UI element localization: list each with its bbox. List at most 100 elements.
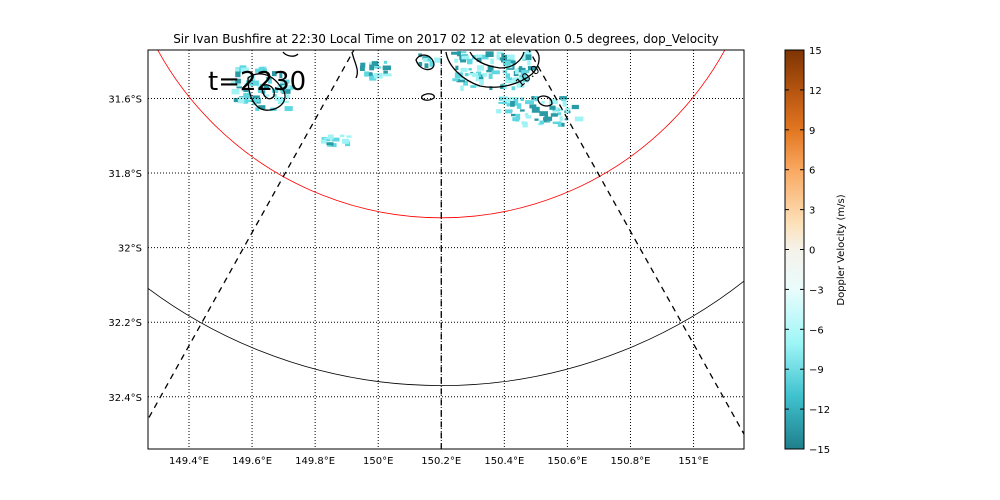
velocity-cell	[527, 66, 537, 71]
velocity-cell	[328, 143, 335, 147]
velocity-cell	[342, 138, 350, 144]
colorbar-tick-label: −3	[809, 285, 824, 296]
velocity-cell	[283, 79, 290, 84]
velocity-cell	[281, 89, 291, 94]
velocity-cell	[571, 104, 579, 110]
velocity-cell	[460, 67, 468, 72]
velocity-cell	[502, 70, 508, 74]
velocity-cell	[364, 71, 369, 77]
velocity-cell	[475, 54, 483, 58]
velocity-cell	[557, 108, 564, 112]
velocity-cell	[506, 60, 516, 65]
velocity-cell	[557, 121, 562, 127]
velocity-cell	[541, 100, 545, 104]
velocity-cell	[383, 70, 388, 74]
velocity-cell	[230, 81, 238, 85]
time-annotation: t=2230	[208, 67, 306, 97]
velocity-cell	[371, 61, 379, 66]
contour-line	[469, 51, 525, 69]
y-tick-label: 31.6°S	[108, 94, 142, 105]
x-axis-ticks: 149.4°E 149.6°E 149.8°E 150°E 150.2°E 150.4°E…	[169, 456, 709, 467]
velocity-cell	[505, 109, 513, 114]
velocity-cell	[562, 100, 567, 106]
velocity-cell	[260, 67, 267, 71]
contour-line	[247, 73, 286, 111]
velocity-cell	[418, 62, 423, 67]
velocity-cell	[511, 86, 516, 91]
x-tick-label: 149.6°E	[232, 456, 272, 467]
velocity-cell	[511, 113, 516, 117]
velocity-cell	[236, 86, 242, 89]
velocity-cell	[482, 54, 489, 60]
velocity-cell	[491, 70, 500, 75]
velocity-cell	[549, 105, 556, 110]
velocity-cell	[322, 139, 331, 142]
velocity-cell	[282, 85, 291, 89]
velocity-cell	[496, 109, 502, 114]
velocity-cell	[461, 55, 470, 61]
velocity-cell	[235, 78, 241, 84]
x-tick-label: 149.8°E	[295, 456, 335, 467]
range-rings-and-radials	[148, 50, 744, 449]
velocity-cell	[247, 75, 254, 81]
velocity-cell	[523, 78, 529, 83]
velocity-cell	[422, 57, 428, 62]
contour-line	[537, 95, 553, 107]
velocity-cell	[561, 98, 566, 102]
velocity-cell	[320, 139, 327, 144]
velocity-cell	[476, 71, 482, 77]
velocity-cell	[279, 72, 283, 79]
velocity-cell	[554, 107, 559, 111]
colorbar-ticks: 15 12 9 6 3 0 −3 −6 −9 −12 −15	[785, 46, 830, 456]
velocity-cell	[359, 65, 365, 72]
colorbar-tick-label: 0	[809, 246, 815, 257]
colorbar-tick-label: 15	[809, 46, 822, 57]
velocity-cell	[459, 77, 465, 80]
colorbar-tick-label: −9	[809, 365, 824, 376]
contour-line	[415, 54, 435, 71]
colorbar-tick-label: 3	[809, 206, 815, 217]
y-tick-label: 32°S	[118, 244, 142, 255]
velocity-cell	[513, 98, 519, 105]
velocity-cell	[519, 109, 525, 112]
velocity-cell	[515, 118, 520, 122]
velocity-cell	[466, 58, 473, 65]
velocity-cell	[505, 78, 513, 84]
velocity-cell	[512, 102, 519, 106]
velocity-cell	[463, 80, 468, 86]
velocity-cell	[501, 53, 505, 58]
velocity-cell	[482, 73, 487, 77]
velocity-cell	[454, 72, 463, 79]
velocity-cell	[263, 94, 270, 97]
velocity-cell	[271, 88, 279, 93]
y-tick-label: 31.8°S	[108, 169, 142, 180]
velocity-cell	[283, 100, 289, 103]
x-tick-label: 150.4°E	[484, 456, 524, 467]
velocity-cell	[565, 107, 571, 110]
velocity-cell	[516, 103, 522, 109]
contour-line	[282, 51, 299, 57]
velocity-cell	[233, 97, 240, 103]
colorbar-tick-label: −6	[809, 325, 824, 336]
velocity-cell	[502, 60, 511, 66]
colorbar: 15 12 9 6 3 0 −3 −6 −9 −12 −15 Doppler Velocity (m…	[784, 46, 847, 456]
chart-title: Sir Ivan Bushfire at 22:30 Local Time on…	[173, 32, 719, 46]
velocity-cell	[277, 98, 285, 104]
velocity-cell	[327, 134, 334, 140]
velocity-cell	[280, 90, 284, 93]
velocity-cell	[239, 65, 247, 68]
velocity-cell	[332, 143, 337, 148]
velocity-cell	[241, 88, 247, 91]
velocity-cell	[534, 95, 539, 102]
velocity-cell	[460, 59, 467, 63]
velocity-cell	[518, 66, 523, 69]
x-tick-label: 150°E	[363, 456, 393, 467]
velocity-cell	[552, 121, 559, 125]
velocity-cell	[521, 79, 525, 84]
velocity-cell	[231, 88, 240, 95]
velocity-cell	[504, 63, 513, 69]
velocity-cell	[427, 57, 432, 62]
radial-line	[148, 50, 355, 420]
velocity-cell	[476, 57, 482, 62]
